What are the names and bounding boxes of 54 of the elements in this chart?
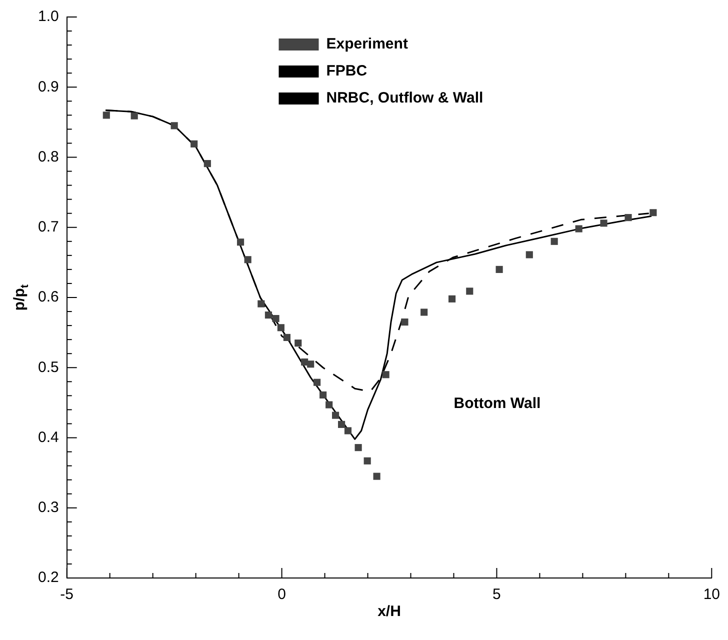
point <box>170 122 178 130</box>
point <box>550 238 558 245</box>
point <box>326 401 333 408</box>
point <box>236 238 244 246</box>
x-tick-label: 10 <box>703 586 720 604</box>
point <box>600 220 608 227</box>
x-axis-title: x/H <box>378 603 401 620</box>
point <box>526 251 533 258</box>
y-tick-label: 1.0 <box>38 8 59 26</box>
point <box>307 360 314 368</box>
y-tick-label: 0.5 <box>38 358 59 376</box>
legend-label: NRBC, Outflow & Wall <box>326 90 484 107</box>
y-tick-label: 0.6 <box>38 288 59 306</box>
legend-label: FPBC <box>326 62 368 80</box>
point <box>272 315 280 322</box>
point <box>466 288 474 295</box>
point <box>244 256 252 264</box>
point <box>496 266 503 273</box>
y-tick-label: 0.4 <box>38 428 59 446</box>
point <box>650 209 657 216</box>
point <box>338 420 346 428</box>
point <box>624 214 632 222</box>
point <box>575 225 582 232</box>
x-tick-label: 0 <box>278 586 286 604</box>
point <box>264 311 272 319</box>
point <box>130 112 138 120</box>
y-tick-label: 0.9 <box>38 78 59 96</box>
point <box>277 324 284 332</box>
point <box>401 318 408 326</box>
point <box>320 391 327 399</box>
x-tick-label: 5 <box>492 586 501 604</box>
point <box>373 472 380 480</box>
point <box>420 308 428 316</box>
y-tick-label: 0.2 <box>38 569 59 586</box>
point <box>283 334 290 342</box>
point <box>314 378 321 386</box>
x-tick-label: -5 <box>60 586 74 604</box>
point <box>354 444 362 452</box>
point <box>294 340 302 347</box>
annotation: Bottom Wall <box>454 395 541 412</box>
y-axis-title: p/pt <box>11 284 32 311</box>
legend-label: Experiment <box>326 36 408 53</box>
point <box>382 371 390 378</box>
point <box>190 140 198 148</box>
point <box>102 112 110 119</box>
y-tick-label: 0.8 <box>38 148 59 166</box>
point <box>204 160 211 168</box>
point <box>344 427 352 434</box>
point <box>258 300 265 308</box>
y-tick-label: 0.3 <box>38 499 59 516</box>
point <box>332 412 340 419</box>
y-tick-label: 0.7 <box>38 218 59 236</box>
point <box>364 457 371 464</box>
point <box>448 295 456 302</box>
